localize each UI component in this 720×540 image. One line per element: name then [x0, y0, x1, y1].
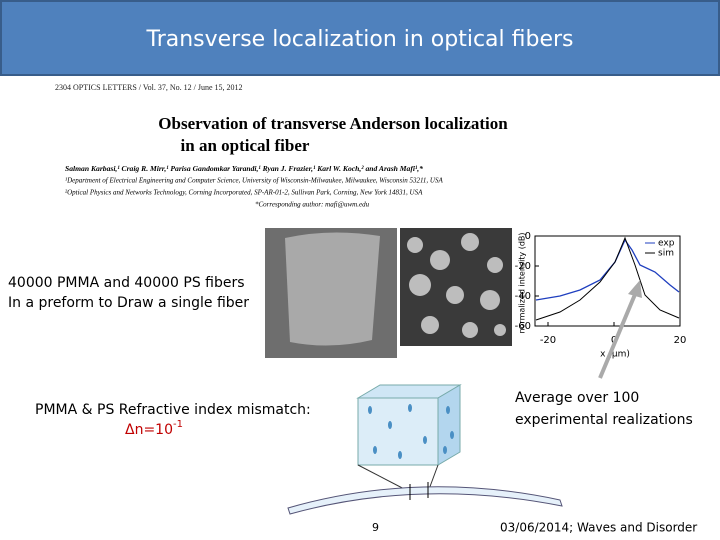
delta-base: Δn=10 [125, 422, 173, 438]
journal-header: 2304 OPTICS LETTERS / Vol. 37, No. 12 / … [55, 83, 243, 92]
affiliation: ¹Department of Electrical Engineering an… [65, 177, 443, 185]
arrow-head [628, 280, 642, 298]
note: experimental realizations [515, 412, 693, 428]
paper-title: in an optical fiber [181, 136, 310, 155]
sim-curve [535, 236, 680, 321]
affiliation: ²Optical Physics and Networks Technology… [65, 189, 423, 197]
y-tick-label: -40 [515, 291, 531, 302]
title-bar [0, 0, 720, 76]
authors: Salman Karbasi,¹ Craig R. Mirr,¹ Parisa … [65, 164, 423, 173]
delta-exponent: -1 [173, 419, 183, 430]
delta-n: Δn=10-1 [125, 419, 183, 438]
legend-label: sim [658, 249, 674, 259]
y-tick-label: -60 [515, 321, 531, 332]
slide-title: Transverse localization in optical fiber… [145, 27, 573, 52]
structure-pattern [407, 233, 506, 338]
legend-label: exp [658, 239, 675, 249]
footer-text: 03/06/2014; Waves and Disorder [500, 521, 697, 535]
arrow [598, 291, 638, 379]
affiliation: *Corresponding author: mafi@uwm.edu [255, 201, 370, 209]
note: 40000 PMMA and 40000 PS fibers [8, 275, 245, 291]
note: Average over 100 [515, 390, 639, 406]
preform-shape [285, 232, 380, 346]
y-tick-label: -20 [515, 261, 531, 272]
x-tick-label: 20 [674, 335, 687, 346]
note: In a preform to Draw a single fiber [8, 295, 249, 311]
y-axis-label: normalized intensity (dB) [518, 232, 527, 333]
paper-title: Observation of transverse Anderson local… [158, 114, 508, 133]
note: PMMA & PS Refractive index mismatch: [35, 402, 311, 418]
y-tick-label: 0 [525, 231, 531, 242]
page-number: 9 [372, 521, 379, 534]
x-tick-label: -20 [540, 335, 556, 346]
x-axis-label: x (μm) [600, 350, 630, 360]
plot-frame [534, 235, 681, 327]
exp-curve [535, 238, 680, 301]
fiber-diagram [287, 384, 563, 515]
